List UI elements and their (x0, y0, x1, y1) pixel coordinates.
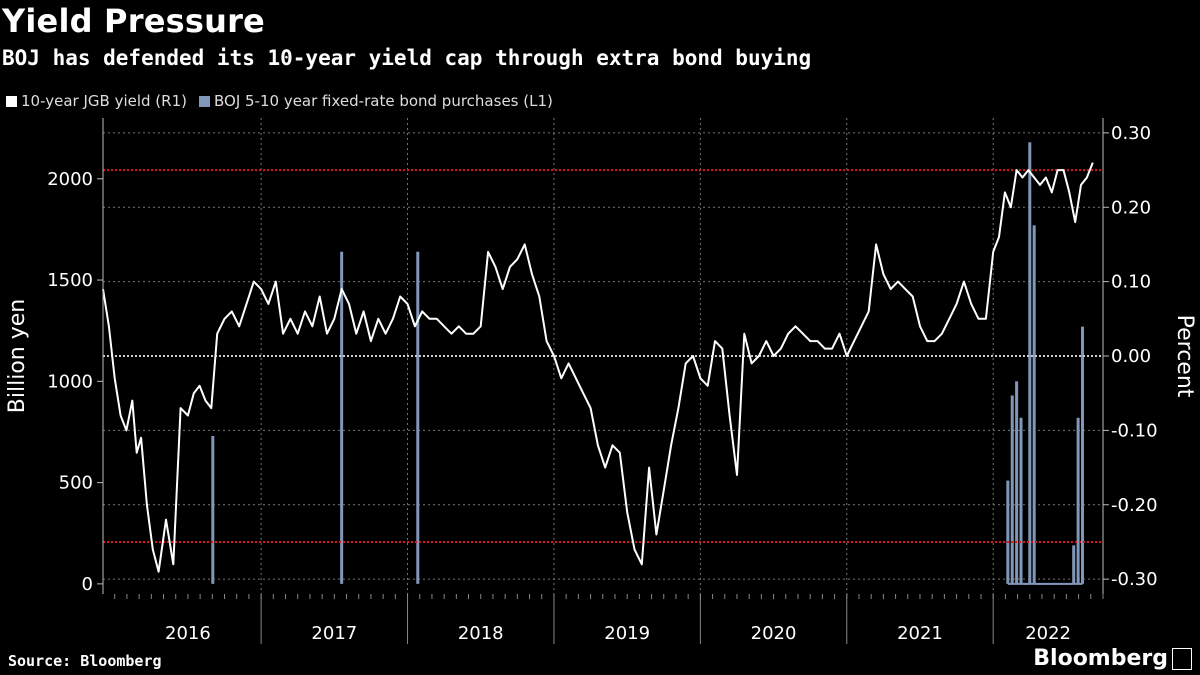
right-tick-label: -0.10 (1111, 420, 1158, 441)
right-tick-label: 0.00 (1111, 346, 1151, 367)
legend-label-yield: 10-year JGB yield (R1) (21, 92, 187, 110)
left-tick-label: 1500 (47, 270, 93, 291)
yield-line (102, 162, 1094, 573)
purchase-bar (1015, 381, 1019, 584)
page-subtitle: BOJ has defended its 10-year yield cap t… (2, 46, 812, 70)
purchase-bar (1019, 417, 1023, 584)
right-tick-label: -0.30 (1111, 569, 1158, 590)
left-tick-label: 0 (82, 574, 93, 595)
yield-line-group (102, 162, 1094, 573)
legend-item-yield: 10-year JGB yield (R1) (6, 92, 187, 110)
right-tick-label: 0.30 (1111, 123, 1151, 144)
purchase-bar (1076, 417, 1080, 584)
legend-label-purchases: BOJ 5-10 year fixed-rate bond purchases … (213, 92, 553, 110)
brand-mark-icon (1172, 648, 1192, 670)
right-tick-label: 0.20 (1111, 197, 1151, 218)
x-tick-label: 2021 (897, 623, 943, 644)
page-title: Yield Pressure (2, 2, 265, 40)
right-tick-label: 0.10 (1111, 272, 1151, 293)
legend-swatch-yield (6, 95, 17, 107)
purchase-bar (1006, 480, 1010, 584)
purchase-bar (1028, 142, 1032, 584)
brand-logo: Bloomberg (1033, 646, 1168, 671)
x-tick-label: 2022 (1025, 623, 1071, 644)
right-tick-label: -0.20 (1111, 495, 1158, 516)
left-axis-title: Billion yen (5, 299, 30, 413)
x-tick-label: 2016 (165, 623, 211, 644)
chart-legend: 10-year JGB yield (R1) BOJ 5-10 year fix… (6, 92, 565, 110)
grid-lines (103, 118, 1103, 594)
legend-swatch-purchases (198, 95, 210, 107)
purchase-bar (416, 251, 420, 584)
source-note: Source: Bloomberg (8, 652, 162, 670)
purchase-bar (1010, 395, 1014, 584)
left-tick-label: 2000 (47, 169, 93, 190)
x-tick-label: 2019 (604, 623, 650, 644)
reference-lines (103, 169, 1103, 543)
left-tick-label: 500 (59, 473, 93, 494)
purchase-bar (1032, 225, 1036, 584)
purchase-bar (211, 436, 215, 584)
purchase-bar-baseline (1007, 582, 1083, 585)
x-tick-label: 2020 (751, 623, 797, 644)
axes (97, 118, 1109, 644)
left-tick-label: 1000 (47, 371, 93, 392)
purchase-bar (1081, 326, 1085, 584)
right-axis-title: Percent (1172, 315, 1197, 398)
purchase-bar (340, 251, 344, 584)
legend-item-purchases: BOJ 5-10 year fixed-rate bond purchases … (198, 92, 553, 110)
x-tick-label: 2018 (458, 623, 504, 644)
x-tick-label: 2017 (311, 623, 357, 644)
axis-labels: 0 500 1000 1500 2000 0.30 0.20 0.10 0.00 -0.10 -0.… (5, 123, 1197, 644)
purchase-bar (1072, 545, 1076, 584)
purchase-bars (211, 142, 1085, 585)
